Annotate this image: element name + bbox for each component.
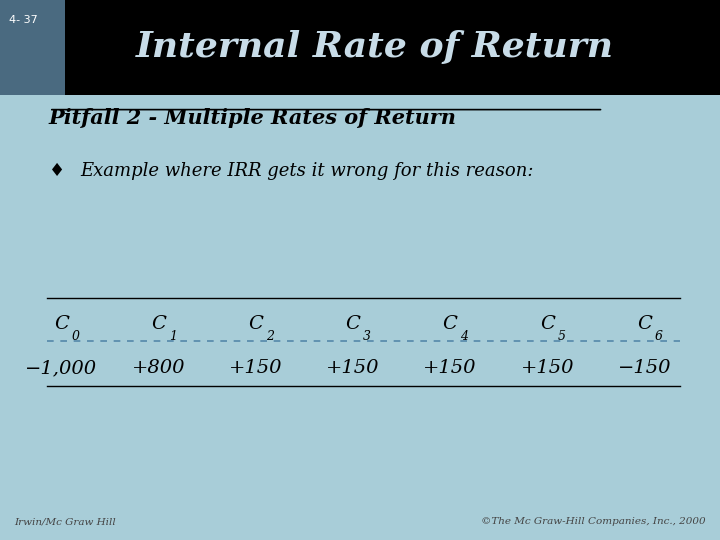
Text: 6: 6	[654, 330, 663, 343]
Text: +800: +800	[132, 359, 185, 377]
Text: +150: +150	[326, 359, 379, 377]
Text: +150: +150	[229, 359, 282, 377]
Text: 5: 5	[557, 330, 566, 343]
Text: C: C	[443, 315, 457, 333]
FancyBboxPatch shape	[0, 0, 65, 94]
Text: ©The Mc Graw-Hill Companies, Inc., 2000: ©The Mc Graw-Hill Companies, Inc., 2000	[481, 517, 706, 526]
Text: −150: −150	[618, 359, 671, 377]
Text: Example where IRR gets it wrong for this reason:: Example where IRR gets it wrong for this…	[81, 162, 534, 180]
Text: 4- 37: 4- 37	[9, 15, 37, 25]
Text: 2: 2	[266, 330, 274, 343]
Text: 1: 1	[168, 330, 177, 343]
Text: 4: 4	[460, 330, 469, 343]
Text: C: C	[54, 315, 68, 333]
Text: C: C	[540, 315, 554, 333]
Text: +150: +150	[423, 359, 477, 377]
Text: +150: +150	[521, 359, 574, 377]
Text: Internal Rate of Return: Internal Rate of Return	[135, 30, 613, 64]
Text: −1,000: −1,000	[25, 359, 97, 377]
Text: ♦: ♦	[49, 162, 65, 180]
Text: C: C	[346, 315, 360, 333]
FancyBboxPatch shape	[0, 0, 720, 94]
Text: Irwin/Mc Graw Hill: Irwin/Mc Graw Hill	[14, 517, 116, 526]
Text: C: C	[248, 315, 263, 333]
Text: Pitfall 2 - Multiple Rates of Return: Pitfall 2 - Multiple Rates of Return	[49, 108, 456, 128]
Text: 3: 3	[363, 330, 372, 343]
Text: 0: 0	[71, 330, 80, 343]
Text: C: C	[637, 315, 652, 333]
Text: C: C	[151, 315, 166, 333]
